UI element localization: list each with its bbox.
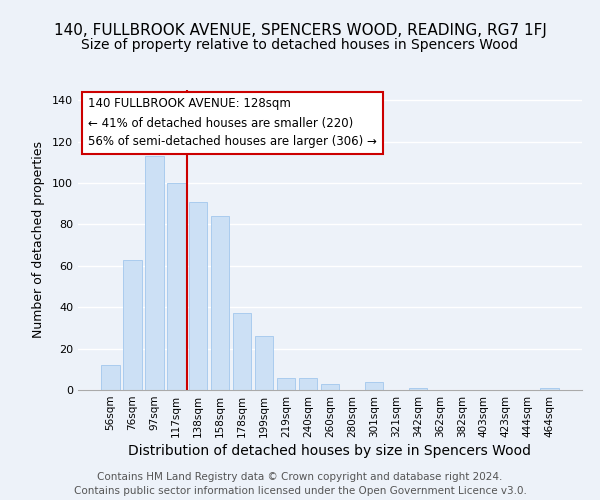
Bar — [255, 336, 274, 390]
Text: 140, FULLBROOK AVENUE, SPENCERS WOOD, READING, RG7 1FJ: 140, FULLBROOK AVENUE, SPENCERS WOOD, RE… — [53, 22, 547, 38]
Bar — [233, 314, 251, 390]
X-axis label: Distribution of detached houses by size in Spencers Wood: Distribution of detached houses by size … — [128, 444, 532, 458]
Text: Contains HM Land Registry data © Crown copyright and database right 2024.: Contains HM Land Registry data © Crown c… — [97, 472, 503, 482]
Bar — [123, 260, 142, 390]
Bar — [167, 183, 185, 390]
Bar — [409, 388, 427, 390]
Y-axis label: Number of detached properties: Number of detached properties — [32, 142, 45, 338]
Bar — [277, 378, 295, 390]
Bar — [320, 384, 340, 390]
Bar — [365, 382, 383, 390]
Text: Contains public sector information licensed under the Open Government Licence v3: Contains public sector information licen… — [74, 486, 526, 496]
Bar — [101, 365, 119, 390]
Bar — [189, 202, 208, 390]
Text: Size of property relative to detached houses in Spencers Wood: Size of property relative to detached ho… — [82, 38, 518, 52]
Bar — [145, 156, 164, 390]
Bar — [299, 378, 317, 390]
Bar — [211, 216, 229, 390]
Bar — [541, 388, 559, 390]
Text: 140 FULLBROOK AVENUE: 128sqm
← 41% of detached houses are smaller (220)
56% of s: 140 FULLBROOK AVENUE: 128sqm ← 41% of de… — [88, 98, 377, 148]
